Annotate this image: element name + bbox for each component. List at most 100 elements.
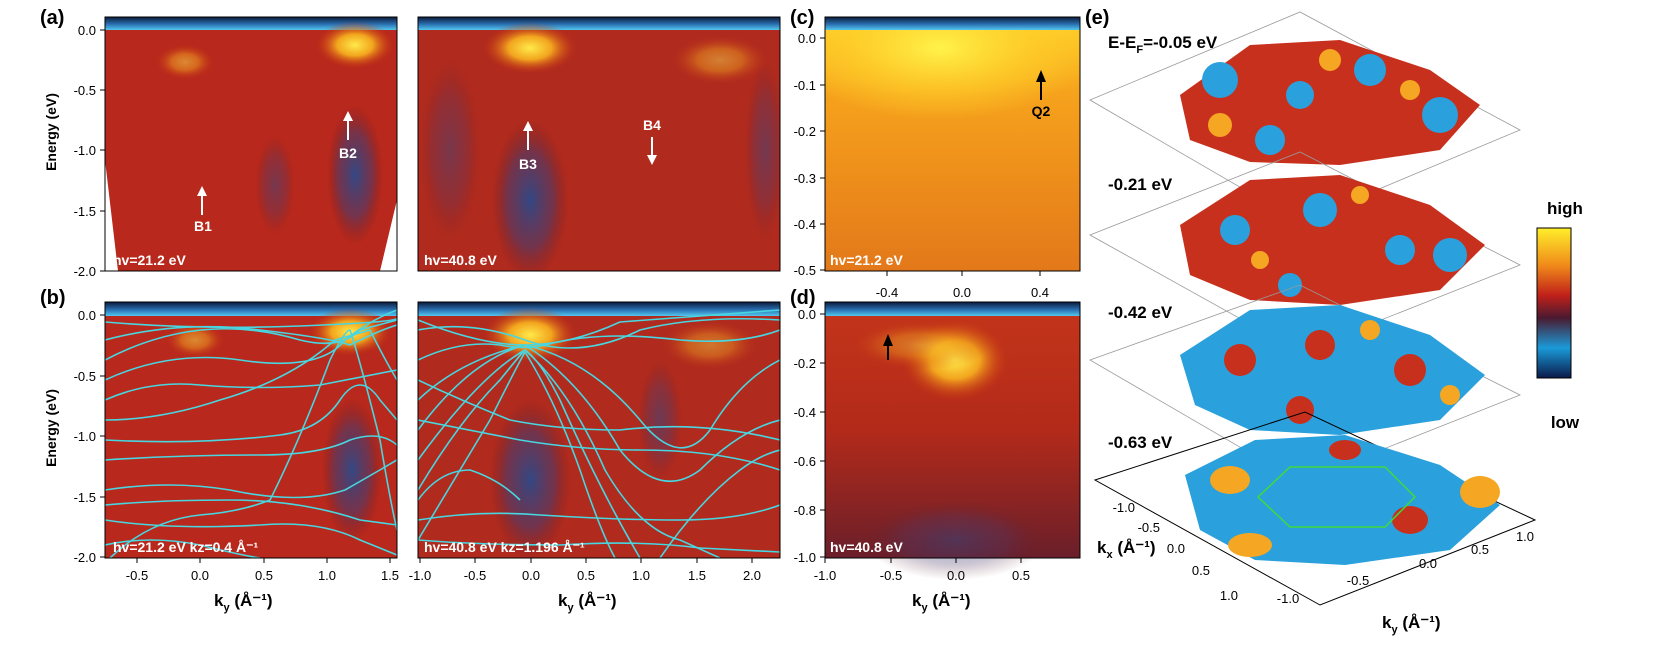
c-ytick-2: -0.2 bbox=[794, 124, 816, 139]
fs-layer-3-label: -0.63 eV bbox=[1108, 433, 1173, 452]
colorbar-low-label: low bbox=[1551, 413, 1580, 432]
b-left-xtick-1: 0.0 bbox=[191, 568, 209, 583]
b-left-xtick-0: -0.5 bbox=[126, 568, 148, 583]
a-ytick-1: -0.5 bbox=[74, 83, 96, 98]
panel-b-right-x-ticks: -1.0 -0.5 0.0 0.5 1.0 1.5 2.0 bbox=[409, 558, 761, 583]
q2-annotation: Q2 bbox=[1032, 103, 1051, 119]
e-ky-tick-0: -1.0 bbox=[1277, 591, 1299, 606]
b-right-xtick-5: 1.5 bbox=[688, 568, 706, 583]
d-ytick-3: -0.6 bbox=[794, 454, 816, 469]
colorbar bbox=[1536, 227, 1572, 379]
c-ytick-3: -0.3 bbox=[794, 171, 816, 186]
e-ky-tick-2: 0.0 bbox=[1419, 556, 1437, 571]
panel-c-note: hv=21.2 eV bbox=[830, 252, 903, 268]
panel-c-x-ticks: -0.4 0.0 0.4 bbox=[876, 271, 1049, 300]
d-ytick-4: -0.8 bbox=[794, 503, 816, 518]
c-xtick-2: 0.4 bbox=[1031, 285, 1049, 300]
e-kx-axis-label: kx (Å⁻¹) bbox=[1097, 538, 1156, 561]
panel-b-right-heatmap bbox=[418, 302, 780, 558]
b-right-xtick-3: 0.5 bbox=[577, 568, 595, 583]
panel-d-frame bbox=[824, 301, 1081, 559]
panel-d-label: (d) bbox=[790, 287, 816, 309]
c-xtick-0: -0.4 bbox=[876, 285, 898, 300]
e-kx-tick-0: -1.0 bbox=[1113, 500, 1135, 515]
b4-annotation: B4 bbox=[643, 117, 661, 133]
d-ytick-5: -1.0 bbox=[794, 550, 816, 565]
b1-annotation: B1 bbox=[194, 218, 212, 234]
fs-layer-2-label: -0.42 eV bbox=[1108, 303, 1173, 322]
b-right-xtick-6: 2.0 bbox=[743, 568, 761, 583]
a-ytick-4: -2.0 bbox=[74, 264, 96, 279]
d-xtick-3: 0.5 bbox=[1012, 568, 1030, 583]
panel-b-label: (b) bbox=[40, 287, 66, 309]
e-ky-axis-label: ky (Å⁻¹) bbox=[1382, 613, 1441, 636]
panel-a-right-heatmap bbox=[418, 17, 780, 271]
a-ytick-2: -1.0 bbox=[74, 143, 96, 158]
b2-arrowhead bbox=[343, 111, 353, 121]
e-kx-tick-2: 0.0 bbox=[1167, 541, 1185, 556]
brillouin-zone-hexagon bbox=[1256, 466, 1417, 528]
panel-a-right-frame bbox=[417, 16, 781, 272]
c-ytick-1: -0.1 bbox=[794, 78, 816, 93]
d-ytick-1: -0.2 bbox=[794, 356, 816, 371]
panel-c-y-ticks: 0.0 -0.1 -0.2 -0.3 -0.4 -0.5 bbox=[794, 31, 825, 278]
panel-e-kx-ticks: -1.0 -0.5 0.0 0.5 1.0 bbox=[1113, 500, 1238, 603]
panel-b-left-x-ticks: -0.5 0.0 0.5 1.0 1.5 bbox=[126, 558, 399, 583]
panel-a-y-ticks: 0.0 -0.5 -1.0 -1.5 -2.0 bbox=[74, 23, 105, 279]
panel-b-right-frame bbox=[417, 301, 781, 559]
panel-e-label: (e) bbox=[1085, 7, 1109, 29]
b-right-xtick-1: -0.5 bbox=[464, 568, 486, 583]
panel-b-left-band-overlay bbox=[105, 309, 397, 558]
d-xtick-2: 0.0 bbox=[947, 568, 965, 583]
panel-e-title: E-EF=-0.05 eV bbox=[1108, 33, 1218, 56]
fs-layer-1 bbox=[1089, 11, 1521, 223]
b-right-xtick-0: -1.0 bbox=[409, 568, 431, 583]
fs-layer-2 bbox=[1089, 151, 1521, 353]
panel-b-y-axis-label: Energy (eV) bbox=[43, 389, 59, 467]
b3-arrowhead bbox=[523, 121, 533, 131]
b-ytick-0: 0.0 bbox=[78, 308, 96, 323]
panel-a-left-note: hv=21.2 eV bbox=[113, 252, 186, 268]
d-ytick-0: 0.0 bbox=[798, 307, 816, 322]
panel-b-left-heatmap bbox=[105, 302, 397, 558]
panel-c-frame bbox=[824, 16, 1081, 272]
b-right-xtick-4: 1.0 bbox=[632, 568, 650, 583]
d-ytick-2: -0.4 bbox=[794, 405, 816, 420]
c-ytick-5: -0.5 bbox=[794, 263, 816, 278]
e-kx-tick-3: 0.5 bbox=[1192, 563, 1210, 578]
a-ytick-3: -1.5 bbox=[74, 204, 96, 219]
b3-annotation: B3 bbox=[519, 156, 537, 172]
panel-d-note: hv=40.8 eV bbox=[830, 539, 903, 555]
panel-d-y-ticks: 0.0 -0.2 -0.4 -0.6 -0.8 -1.0 bbox=[794, 307, 825, 565]
colorbar-high-label: high bbox=[1547, 199, 1583, 218]
panel-a-left-frame bbox=[104, 16, 398, 272]
b-right-xtick-2: 0.0 bbox=[522, 568, 540, 583]
d-arrowhead bbox=[883, 334, 893, 346]
e-ky-tick-4: 1.0 bbox=[1516, 529, 1534, 544]
e-ky-tick-1: -0.5 bbox=[1347, 573, 1369, 588]
a-ytick-0: 0.0 bbox=[78, 23, 96, 38]
b-ytick-3: -1.5 bbox=[74, 490, 96, 505]
panel-b-right-note: hv=40.8 eV kz=1.196 Å⁻¹ bbox=[424, 539, 585, 555]
b-ytick-2: -1.0 bbox=[74, 429, 96, 444]
d-x-axis-label: ky (Å⁻¹) bbox=[912, 591, 971, 614]
panel-a-left-heatmap bbox=[105, 17, 397, 271]
b-left-xtick-3: 1.0 bbox=[318, 568, 336, 583]
d-xtick-1: -0.5 bbox=[880, 568, 902, 583]
panel-e-ky-ticks: -1.0 -0.5 0.0 0.5 1.0 bbox=[1277, 529, 1534, 606]
e-kx-tick-1: -0.5 bbox=[1138, 520, 1160, 535]
panel-b-right-band-overlay bbox=[418, 309, 780, 558]
fs-layer-1-label: -0.21 eV bbox=[1108, 175, 1173, 194]
c-ytick-0: 0.0 bbox=[798, 31, 816, 46]
d-xtick-0: -1.0 bbox=[814, 568, 836, 583]
b-ytick-1: -0.5 bbox=[74, 369, 96, 384]
e-ky-tick-3: 0.5 bbox=[1471, 542, 1489, 557]
fs-layer-3 bbox=[1089, 284, 1521, 483]
panel-a-label: (a) bbox=[40, 7, 64, 29]
panel-c-heatmap bbox=[825, 17, 1080, 271]
b-left-x-axis-label: ky (Å⁻¹) bbox=[214, 591, 273, 614]
c-xtick-1: 0.0 bbox=[953, 285, 971, 300]
panel-a-right-note: hv=40.8 eV bbox=[424, 252, 497, 268]
b-right-x-axis-label: ky (Å⁻¹) bbox=[558, 591, 617, 614]
